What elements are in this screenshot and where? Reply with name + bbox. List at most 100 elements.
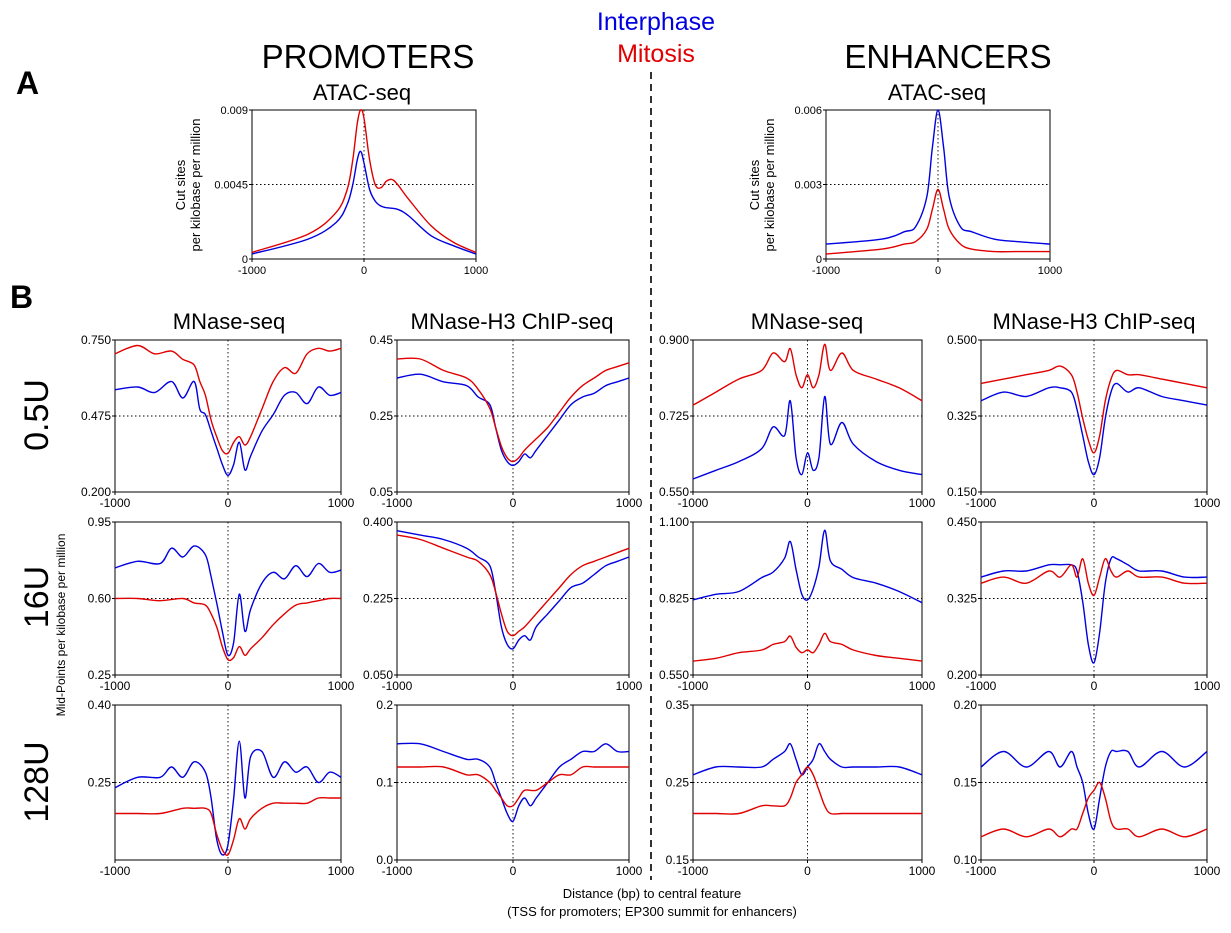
y-tick-label: 0 (242, 254, 248, 266)
y-tick-label: 0.95 (88, 515, 112, 529)
y-tick-label: 0.05 (370, 485, 394, 499)
series-line-interphase (251, 150, 477, 255)
legend-interphase: Interphase (597, 8, 715, 36)
header-promoters: PROMOTERS (262, 38, 475, 75)
series-line-mitosis (980, 365, 1208, 454)
y-tick-label: 0.475 (81, 409, 111, 423)
x-tick-label: 0 (510, 679, 517, 693)
col-title-mnase-enhancers: MNase-seq (751, 309, 863, 334)
col-title-mnase-promoters: MNase-seq (173, 309, 285, 334)
x-tick-label: -1000 (382, 496, 413, 510)
series-line-interphase (980, 555, 1208, 664)
y-tick-label: 0.25 (88, 776, 112, 790)
x-tick-label: 1000 (616, 679, 643, 693)
chart-b11: 0.200 0.475 0.750 -1000 0 1000 (81, 333, 355, 510)
y-tick-label: 0.60 (88, 592, 112, 606)
y-tick-label: 0.450 (947, 515, 977, 529)
x-tick-label: 1000 (909, 679, 936, 693)
x-tick-label: -1000 (382, 679, 413, 693)
y-tick-label: 0.825 (659, 592, 689, 606)
chart-b23: 0.550 0.825 1.100 -1000 0 1000 (659, 515, 936, 693)
x-tick-label: -1000 (966, 864, 997, 878)
chart-b31: 0.25 0.40 -1000 0 1000 (88, 698, 355, 878)
y-tick-label: 0.1 (376, 776, 393, 790)
series-line-mitosis (692, 343, 923, 406)
series-line-interphase (114, 740, 342, 856)
x-tick-label: -1000 (100, 864, 131, 878)
series-line-interphase (396, 742, 630, 823)
x-tick-label: 1000 (616, 496, 643, 510)
x-tick-label: 0 (1091, 679, 1098, 693)
x-tick-label: 0 (804, 679, 811, 693)
y-tick-label: 0.2 (376, 698, 393, 712)
y-tick-label: 0.050 (363, 668, 393, 682)
x-tick-label: -1000 (238, 265, 266, 277)
series-line-mitosis (251, 109, 477, 254)
y-tick-label: 0.725 (659, 409, 689, 423)
series-line-interphase (692, 395, 923, 480)
atac-title-promoters: ATAC-seq (313, 80, 411, 105)
x-tick-label: 0 (225, 864, 232, 878)
x-tick-label: 1000 (1194, 864, 1221, 878)
y-tick-label: 0.009 (220, 105, 248, 117)
chart-b24: 0.200 0.325 0.450 -1000 0 1000 (947, 515, 1221, 693)
row-label-0-5u: 0.5U (18, 379, 56, 451)
atac-ylabel-line1-promoters: Cut sites (173, 159, 188, 210)
header-enhancers: ENHANCERS (844, 38, 1051, 75)
legend-mitosis: Mitosis (617, 40, 695, 68)
x-tick-label: -1000 (678, 496, 709, 510)
series-line-interphase (114, 545, 342, 657)
x-tick-label: 1000 (616, 864, 643, 878)
y-tick-label: 0.150 (947, 485, 977, 499)
y-tick-label: 0.45 (370, 333, 394, 347)
y-tick-label: 0.25 (370, 409, 394, 423)
x-tick-label: -1000 (100, 679, 131, 693)
series-line-mitosis (980, 557, 1208, 597)
chart-b14: 0.150 0.325 0.500 -1000 0 1000 (947, 333, 1221, 510)
y-tick-label: 0.325 (947, 409, 977, 423)
series-line-mitosis (980, 781, 1208, 838)
chart-b22: 0.050 0.225 0.400 -1000 0 1000 (363, 515, 643, 693)
y-tick-label: 0.25 (666, 776, 690, 790)
x-tick-label: 1000 (909, 496, 936, 510)
xlabel-line1: Distance (bp) to central feature (563, 886, 741, 901)
x-tick-label: 1000 (909, 864, 936, 878)
y-tick-label: 0 (816, 254, 822, 266)
series-line-mitosis (114, 344, 342, 455)
x-tick-label: 1000 (1194, 679, 1221, 693)
y-tick-label: 0.400 (363, 515, 393, 529)
y-tick-label: 0.35 (666, 698, 690, 712)
x-tick-label: -1000 (966, 496, 997, 510)
chart-b21: 0.25 0.60 0.95 -1000 0 1000 (88, 515, 355, 693)
x-tick-label: 0 (361, 265, 367, 277)
chart-b34: 0.10 0.15 0.20 -1000 0 1000 (954, 698, 1221, 878)
y-tick-label: 0.20 (954, 698, 978, 712)
x-tick-label: 0 (510, 496, 517, 510)
series-line-interphase (825, 109, 1051, 245)
y-tick-label: 1.100 (659, 515, 689, 529)
chart-b12: 0.05 0.25 0.45 -1000 0 1000 (370, 333, 643, 510)
series-line-mitosis (115, 796, 341, 856)
y-tick-label: 0.500 (947, 333, 977, 347)
x-tick-label: 0 (804, 864, 811, 878)
y-tick-label: 0.10 (954, 853, 978, 867)
series-line-interphase (396, 530, 630, 650)
x-tick-label: 0 (1091, 496, 1098, 510)
series-line-interphase (980, 382, 1208, 476)
y-tick-label: 0.0 (376, 853, 393, 867)
chart-b33: 0.15 0.25 0.35 -1000 0 1000 (666, 698, 936, 878)
x-tick-label: 1000 (328, 679, 355, 693)
y-tick-label: 0.15 (666, 853, 690, 867)
series-line-interphase (692, 529, 923, 604)
series-line-mitosis (825, 188, 1050, 255)
x-tick-label: 0 (225, 679, 232, 693)
series-line-mitosis (692, 632, 923, 662)
x-tick-label: -1000 (100, 496, 131, 510)
y-tick-label: 0.750 (81, 333, 111, 347)
x-tick-label: 0 (510, 864, 517, 878)
row-label-128u: 128U (18, 741, 56, 822)
